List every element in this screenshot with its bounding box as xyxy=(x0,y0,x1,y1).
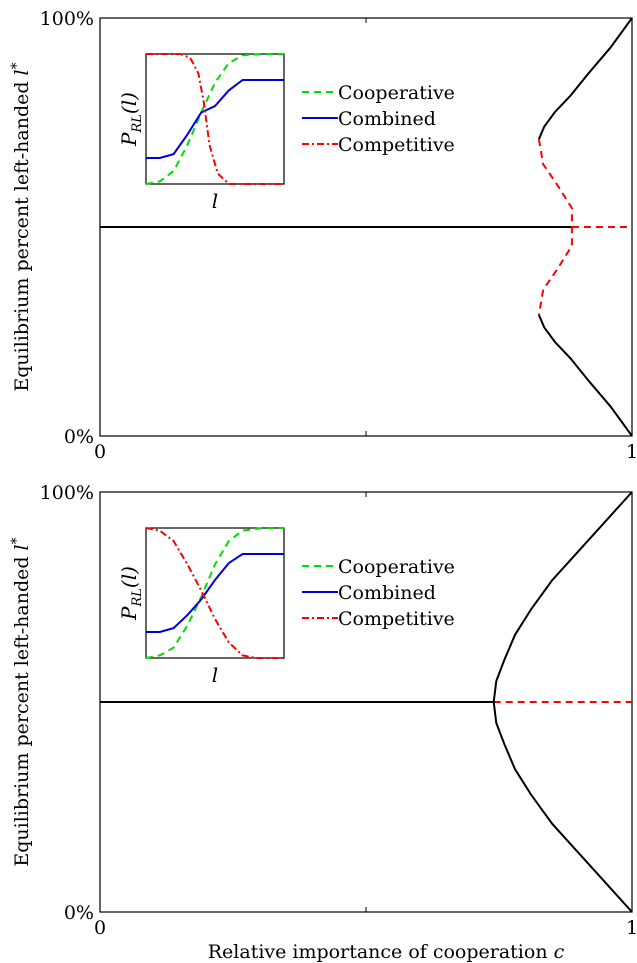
y-tick-label: 100% xyxy=(40,8,94,30)
series-line-stable xyxy=(492,491,633,913)
chart-panel-top: 0 1 0% 100% Equilibrium percent left-handed … xyxy=(9,8,637,463)
series-line-unstable xyxy=(537,139,573,315)
inset-plot: PRL(l) l Cooperative Combined Competitive xyxy=(117,527,455,687)
inset-curve-combined xyxy=(146,553,284,633)
inset-y-label: PRL(l) xyxy=(117,566,145,621)
x-tick-label: 1 xyxy=(626,917,637,939)
y-axis-label: Equilibrium percent left-handed l* xyxy=(9,62,33,391)
inset-curve-cooperative xyxy=(145,53,284,185)
legend-label-competitive: Competitive xyxy=(338,134,455,156)
inset-plot: PRL(l) l Cooperative Combined Competitive xyxy=(117,53,455,213)
inset-x-label: l xyxy=(212,663,218,687)
y-tick-label: 100% xyxy=(40,482,94,504)
legend-label-combined: Combined xyxy=(338,582,436,604)
x-tick-label: 0 xyxy=(94,917,106,939)
y-tick-label: 0% xyxy=(64,902,94,924)
x-tick-label: 0 xyxy=(94,441,106,463)
series-line-stable xyxy=(537,17,633,140)
inset-curve-competitive xyxy=(146,53,284,185)
inset-frame xyxy=(145,527,285,659)
legend-label-competitive: Competitive xyxy=(338,608,455,630)
legend-label-cooperative: Cooperative xyxy=(338,82,455,104)
x-axis-label: Relative importance of cooperation c xyxy=(208,941,565,963)
legend-label-combined: Combined xyxy=(338,108,436,130)
legend-label-cooperative: Cooperative xyxy=(338,556,455,578)
series-line-stable xyxy=(537,314,633,437)
x-tick-label: 1 xyxy=(626,441,637,463)
inset-y-label: PRL(l) xyxy=(117,92,145,147)
y-tick-label: 0% xyxy=(64,426,94,448)
inset-curve-combined xyxy=(146,79,284,159)
chart-panel-bottom: 0 1 0% 100% Equilibrium percent left-handed … xyxy=(9,482,637,963)
inset-x-label: l xyxy=(212,189,218,213)
y-axis-label: Equilibrium percent left-handed l* xyxy=(9,537,33,866)
